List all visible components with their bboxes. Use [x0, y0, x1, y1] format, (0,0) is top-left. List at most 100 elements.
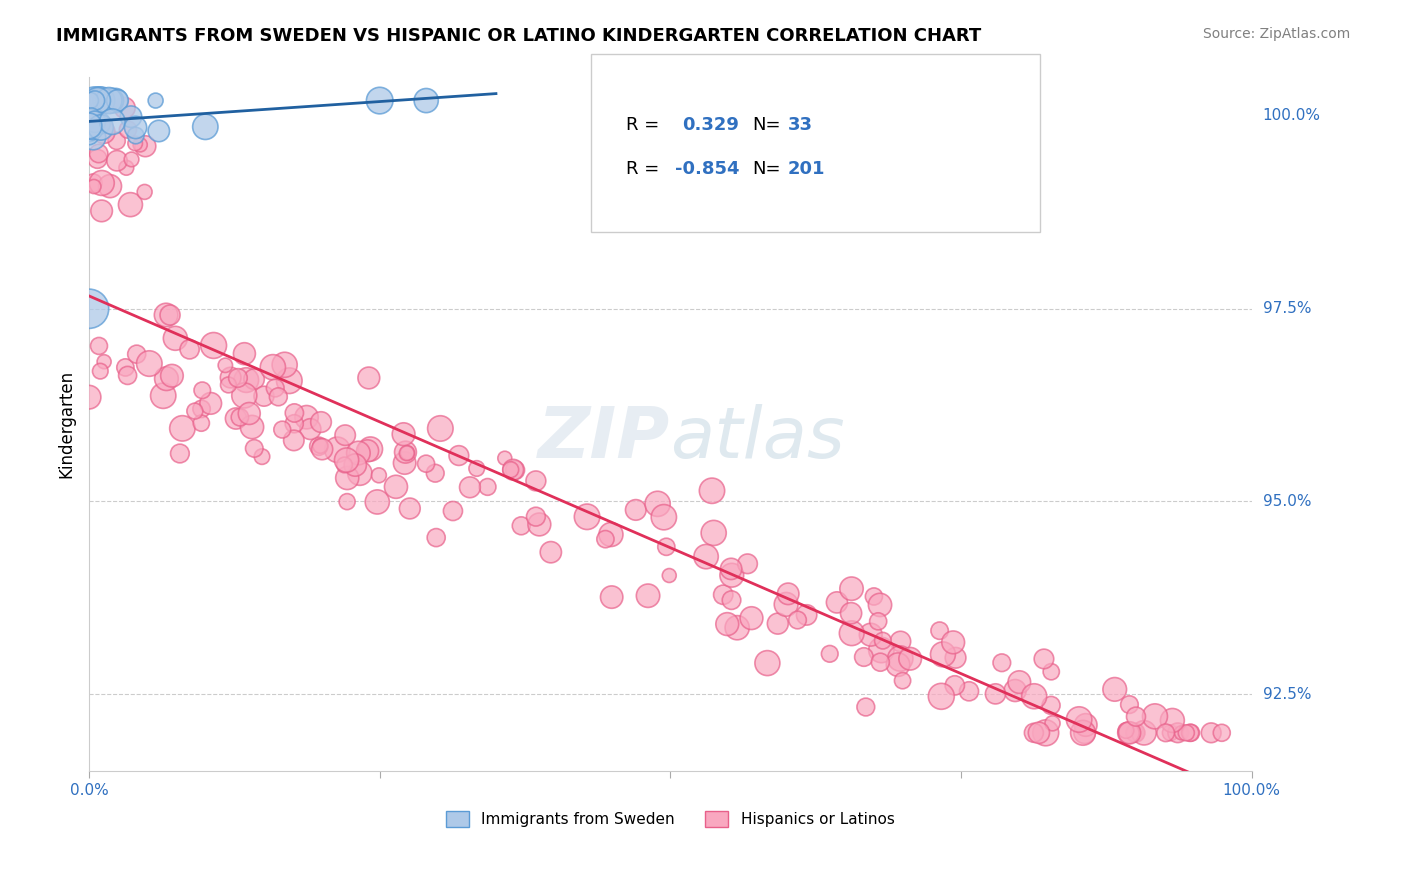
Point: [152, 389, 174, 403]
Point: [385, 480, 408, 494]
Point: [359, 442, 381, 456]
Point: [720, 593, 742, 607]
Point: [105, 153, 128, 168]
Point: [778, 587, 800, 601]
Point: [121, 153, 143, 167]
Point: [90, 203, 112, 218]
Point: [425, 467, 447, 481]
Point: [89, 116, 111, 130]
Point: [637, 589, 659, 603]
Point: [114, 360, 136, 375]
Point: [499, 463, 522, 477]
Point: [253, 389, 276, 403]
Point: [1143, 709, 1166, 723]
Point: [1133, 726, 1156, 740]
Point: [869, 598, 891, 612]
Point: [510, 518, 533, 533]
Point: [398, 501, 420, 516]
Point: [138, 357, 160, 371]
Text: 0.329: 0.329: [682, 116, 738, 134]
Point: [235, 373, 257, 387]
Point: [887, 657, 910, 672]
Point: [326, 442, 349, 457]
Point: [169, 446, 191, 460]
Point: [283, 417, 305, 431]
Point: [1073, 726, 1095, 740]
Point: [1170, 726, 1192, 740]
Point: [82, 130, 104, 145]
Point: [217, 378, 239, 392]
Point: [179, 343, 201, 357]
Point: [335, 453, 357, 467]
Point: [725, 621, 748, 635]
Point: [540, 545, 562, 559]
Point: [465, 461, 488, 475]
Point: [262, 360, 284, 375]
Point: [368, 94, 391, 108]
Point: [1118, 726, 1140, 740]
Point: [125, 128, 148, 143]
Point: [145, 94, 167, 108]
Point: [652, 510, 675, 524]
Point: [240, 420, 263, 434]
Point: [357, 371, 380, 385]
Point: [796, 607, 818, 622]
Point: [283, 406, 305, 420]
Point: [991, 656, 1014, 670]
Point: [97, 94, 120, 108]
Point: [889, 651, 911, 665]
Point: [87, 146, 110, 161]
Point: [425, 531, 447, 545]
Point: [395, 446, 418, 460]
Point: [441, 504, 464, 518]
Point: [595, 532, 617, 546]
Point: [80, 110, 103, 124]
Point: [1042, 716, 1064, 731]
Point: [271, 423, 294, 437]
Point: [1069, 713, 1091, 727]
Y-axis label: Kindergarten: Kindergarten: [58, 370, 75, 478]
Point: [90, 120, 112, 135]
Point: [243, 372, 266, 386]
Point: [124, 136, 146, 151]
Point: [107, 94, 129, 108]
Point: [576, 509, 599, 524]
Point: [238, 407, 260, 421]
Point: [737, 557, 759, 571]
Point: [720, 568, 742, 582]
Point: [868, 615, 890, 629]
Point: [191, 384, 214, 398]
Point: [83, 115, 105, 129]
Point: [79, 94, 101, 108]
Point: [200, 396, 222, 410]
Point: [335, 428, 357, 442]
Point: [1074, 718, 1097, 732]
Point: [333, 458, 356, 472]
Point: [219, 370, 242, 384]
Point: [1154, 726, 1177, 740]
Point: [77, 119, 100, 133]
Point: [83, 179, 105, 194]
Point: [114, 101, 136, 115]
Point: [766, 616, 789, 631]
Point: [356, 443, 378, 458]
Point: [624, 503, 647, 517]
Point: [344, 458, 367, 472]
Point: [786, 613, 808, 627]
Point: [1008, 675, 1031, 690]
Point: [869, 655, 891, 669]
Point: [1104, 682, 1126, 697]
Point: [155, 371, 177, 385]
Text: Source: ZipAtlas.com: Source: ZipAtlas.com: [1202, 27, 1350, 41]
Point: [283, 434, 305, 448]
Point: [87, 120, 110, 134]
Point: [77, 390, 100, 404]
Point: [134, 185, 156, 199]
Point: [117, 368, 139, 383]
Point: [945, 650, 967, 665]
Point: [233, 388, 256, 402]
Point: [134, 139, 156, 153]
Point: [839, 606, 862, 620]
Point: [503, 463, 526, 477]
Point: [367, 468, 389, 483]
